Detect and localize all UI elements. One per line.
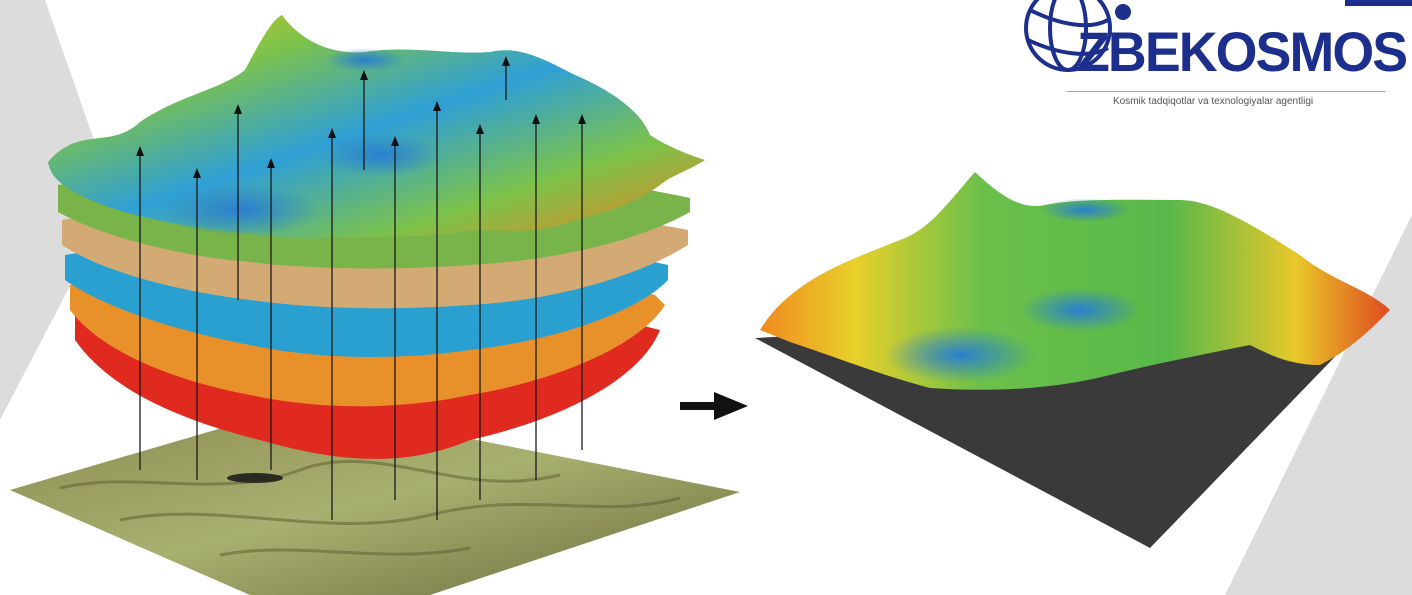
drill-lines xyxy=(139,60,583,520)
top-surface-depression xyxy=(325,48,405,72)
layer-top-surface xyxy=(48,15,705,239)
top-surface-depression xyxy=(320,133,440,177)
right-surface-depression xyxy=(1040,198,1130,222)
corner-tab xyxy=(1345,0,1412,6)
drill-arrowheads xyxy=(136,56,586,178)
logo-wordmark: ZBEKOSMOS xyxy=(1077,20,1408,83)
right-surface-depression xyxy=(1020,288,1140,332)
terrain-lake xyxy=(227,473,283,483)
terrain-texture xyxy=(59,459,681,557)
globe-logo-dot xyxy=(1115,4,1131,20)
right-surface-depression xyxy=(885,327,1035,383)
logo-tagline: Kosmik tadqiqotlar va texnologiyalar age… xyxy=(1113,96,1314,107)
globe-logo-icon xyxy=(1024,0,1112,72)
top-surface-depression xyxy=(160,184,320,236)
arrow-right-icon xyxy=(680,392,748,420)
logo: ZBEKOSMOS Kosmik tadqiqotlar va texnolog… xyxy=(995,0,1412,140)
terrain-base-plane xyxy=(10,405,740,595)
logo-divider xyxy=(1067,91,1385,92)
